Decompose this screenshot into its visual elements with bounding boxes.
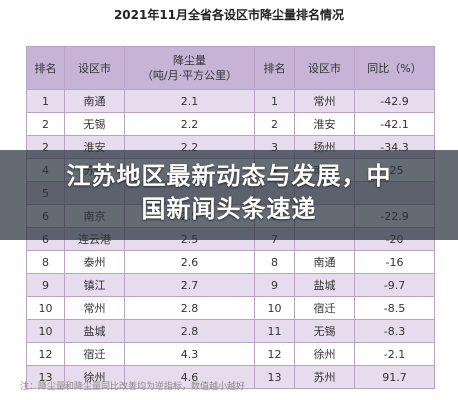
table-row: 13 徐州 4.6 13 苏州 91.7 (26, 365, 435, 389)
cell-city: 无锡 (64, 112, 125, 136)
table-row: 2 无锡 2.2 2 淮安 -42.1 (26, 112, 435, 136)
cell-city-yoy: 宿迁 (294, 296, 355, 320)
cell-dust-value: 4.6 (124, 365, 255, 389)
header-dust-value-line1: 降尘量 (173, 54, 206, 67)
header-rank-right: 排名 (254, 46, 295, 90)
table-header-row: 排名 设区市 降尘量 （吨/月·平方公里） 排名 设区市 同比（%） (26, 46, 435, 90)
cell-rank: 2 (26, 112, 65, 136)
cell-yoy: -8.3 (354, 319, 435, 343)
cell-city-yoy: 南通 (294, 250, 355, 274)
cell-rank: 10 (26, 296, 65, 320)
cell-yoy: -16 (354, 250, 435, 274)
table-row: 1 南通 2.1 1 常州 -42.9 (26, 89, 435, 113)
table-row: 10 常州 2.8 10 宿迁 -8.5 (26, 296, 435, 320)
table-row: 9 镇江 2.7 9 盐城 -9.7 (26, 273, 435, 297)
cell-rank: 12 (26, 342, 65, 366)
header-rank-left: 排名 (26, 46, 65, 90)
cell-yoy: 91.7 (354, 365, 435, 389)
cell-city: 泰州 (64, 250, 125, 274)
cell-rank-yoy: 10 (254, 296, 295, 320)
cell-city-yoy: 淮安 (294, 112, 355, 136)
cell-yoy: -8.5 (354, 296, 435, 320)
header-city-left: 设区市 (64, 46, 125, 90)
cell-dust-value: 2.6 (124, 250, 255, 274)
cell-yoy: -9.7 (354, 273, 435, 297)
cell-rank: 9 (26, 273, 65, 297)
table-title: 2021年11月全省各设区市降尘量排名情况 (113, 8, 345, 22)
cell-city: 盐城 (64, 319, 125, 343)
cell-dust-value: 2.7 (124, 273, 255, 297)
cell-city: 常州 (64, 296, 125, 320)
table-row: 8 泰州 2.6 8 南通 -16 (26, 250, 435, 274)
cell-city-yoy: 苏州 (294, 365, 355, 389)
cell-city: 宿迁 (64, 342, 125, 366)
cell-rank-yoy: 1 (254, 89, 295, 113)
cell-rank-yoy: 12 (254, 342, 295, 366)
cell-rank-yoy: 9 (254, 273, 295, 297)
cell-dust-value: 2.1 (124, 89, 255, 113)
header-yoy: 同比（%） (354, 46, 435, 90)
cell-rank-yoy: 2 (254, 112, 295, 136)
cell-rank: 1 (26, 89, 65, 113)
cell-city-yoy: 盐城 (294, 273, 355, 297)
cell-city: 南通 (64, 89, 125, 113)
cell-dust-value: 4.3 (124, 342, 255, 366)
cell-rank: 10 (26, 319, 65, 343)
header-city-right: 设区市 (294, 46, 355, 90)
cell-rank-yoy: 13 (254, 365, 295, 389)
cell-city-yoy: 常州 (294, 89, 355, 113)
cell-rank-yoy: 8 (254, 250, 295, 274)
cell-yoy: -42.1 (354, 112, 435, 136)
cell-rank-yoy: 11 (254, 319, 295, 343)
headline: 江苏地区最新动态与发展，中 国新闻头条速递 (0, 160, 458, 226)
cell-dust-value: 2.2 (124, 112, 255, 136)
cell-rank: 8 (26, 250, 65, 274)
header-dust-value: 降尘量 （吨/月·平方公里） (124, 46, 255, 90)
cell-dust-value: 2.8 (124, 319, 255, 343)
headline-overlay (0, 150, 458, 240)
cell-yoy: -2.1 (354, 342, 435, 366)
cell-dust-value: 2.8 (124, 296, 255, 320)
table-row: 12 宿迁 4.3 12 徐州 -2.1 (26, 342, 435, 366)
headline-line2: 国新闻头条速递 (141, 195, 317, 223)
cell-city-yoy: 徐州 (294, 342, 355, 366)
footnote: 注：降尘量和降尘量同比改善均为逆指标，数值越小越好 (20, 382, 246, 392)
headline-line1: 江苏地区最新动态与发展，中 (66, 162, 392, 190)
cell-city-yoy: 无锡 (294, 319, 355, 343)
cell-yoy: -42.9 (354, 89, 435, 113)
cell-city: 镇江 (64, 273, 125, 297)
cell-city: 徐州 (64, 365, 125, 389)
header-dust-value-line2: （吨/月·平方公里） (141, 69, 238, 82)
table-row: 10 盐城 2.8 11 无锡 -8.3 (26, 319, 435, 343)
